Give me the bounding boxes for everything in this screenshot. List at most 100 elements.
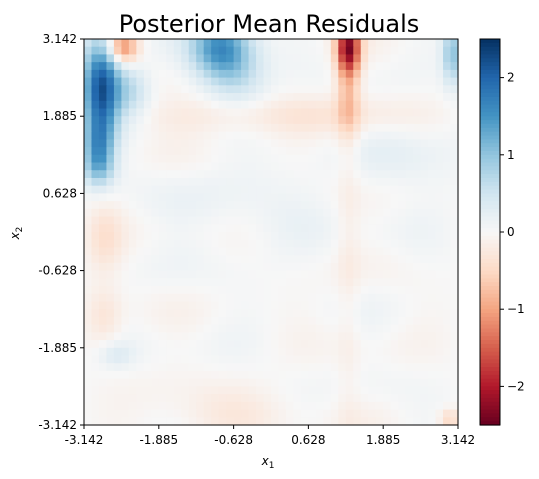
- heatmap-cell: [428, 370, 437, 380]
- heatmap-cell: [241, 39, 250, 48]
- heatmap-cell: [330, 162, 339, 171]
- heatmap-cell: [375, 409, 384, 418]
- heatmap-cell: [188, 286, 197, 295]
- heatmap-cell: [398, 286, 407, 295]
- heatmap-cell: [121, 262, 130, 272]
- heatmap-cell: [308, 247, 317, 256]
- heatmap-cell: [293, 232, 302, 241]
- heatmap-cell: [368, 270, 377, 279]
- heatmap-cell: [271, 154, 280, 164]
- heatmap-cell: [398, 93, 407, 102]
- heatmap-cell: [383, 131, 392, 140]
- heatmap-cell: [450, 108, 459, 117]
- heatmap-cell: [435, 386, 444, 395]
- heatmap-cell: [181, 332, 190, 341]
- heatmap-cell: [226, 177, 235, 187]
- heatmap-cell: [181, 177, 190, 187]
- heatmap-cell: [353, 201, 362, 210]
- heatmap-cell: [360, 116, 369, 125]
- colorbar-segment: [480, 120, 500, 125]
- heatmap-cell: [106, 62, 115, 71]
- colorbar-tick-label: −2: [507, 379, 525, 393]
- heatmap-cell: [285, 355, 295, 364]
- heatmap-cell: [158, 62, 167, 71]
- heatmap-cell: [368, 340, 377, 349]
- heatmap-cell: [353, 401, 362, 411]
- heatmap-cell: [106, 262, 115, 272]
- heatmap-cell: [435, 85, 444, 94]
- heatmap-cell: [330, 347, 339, 357]
- colorbar-segment: [480, 309, 500, 314]
- heatmap-cell: [398, 232, 407, 241]
- heatmap-cell: [203, 77, 212, 86]
- heatmap-cell: [300, 355, 309, 364]
- heatmap-cell: [285, 239, 295, 249]
- heatmap-cell: [338, 69, 347, 79]
- heatmap-cell: [353, 332, 362, 341]
- heatmap-cell: [226, 69, 235, 79]
- heatmap-cell: [435, 394, 444, 403]
- heatmap-cell: [315, 100, 324, 110]
- heatmap-cell: [248, 62, 257, 71]
- heatmap-cell: [285, 170, 295, 179]
- heatmap-cell: [338, 293, 347, 303]
- heatmap-cell: [203, 54, 212, 63]
- heatmap-cell: [241, 162, 250, 171]
- heatmap-cell: [368, 247, 377, 256]
- heatmap-cell: [218, 232, 227, 241]
- heatmap-cell: [166, 85, 175, 94]
- heatmap-cell: [136, 340, 145, 349]
- heatmap-cell: [128, 139, 137, 148]
- heatmap-cell: [113, 270, 122, 279]
- heatmap-cell: [151, 409, 160, 418]
- heatmap-cell: [143, 309, 152, 318]
- heatmap-cell: [226, 316, 235, 326]
- heatmap-cell: [113, 355, 122, 364]
- heatmap-cell: [293, 301, 302, 310]
- heatmap-cell: [263, 309, 272, 318]
- heatmap-cell: [383, 93, 392, 102]
- heatmap-cell: [136, 286, 145, 295]
- heatmap-cell: [226, 386, 235, 395]
- heatmap-cell: [263, 278, 272, 287]
- heatmap-cell: [158, 363, 167, 372]
- heatmap-cell: [256, 332, 265, 341]
- heatmap-cell: [181, 123, 190, 133]
- heatmap-cell: [323, 162, 332, 171]
- heatmap-cell: [173, 309, 182, 318]
- heatmap-cell: [390, 108, 399, 117]
- heatmap-cell: [345, 216, 354, 225]
- heatmap-cell: [173, 216, 182, 225]
- y-tick-label: 0.628: [43, 186, 77, 200]
- heatmap-cell: [323, 154, 332, 164]
- heatmap-cell: [390, 116, 399, 125]
- heatmap-cell: [128, 54, 137, 63]
- heatmap-cell: [315, 147, 324, 156]
- heatmap-cell: [241, 108, 250, 117]
- heatmap-cell: [435, 139, 444, 148]
- heatmap-cell: [128, 409, 137, 418]
- heatmap-cell: [383, 177, 392, 187]
- heatmap-cell: [308, 201, 317, 210]
- heatmap-cell: [360, 147, 369, 156]
- heatmap-cell: [360, 286, 369, 295]
- colorbar-tick-label: 0: [507, 225, 515, 239]
- heatmap-cell: [405, 216, 414, 225]
- heatmap-cell: [315, 193, 324, 202]
- heatmap-cell: [128, 185, 137, 194]
- heatmap-cell: [151, 224, 160, 233]
- heatmap-cell: [285, 286, 295, 295]
- heatmap-cell: [121, 355, 130, 364]
- heatmap-cell: [428, 77, 437, 86]
- heatmap-cell: [181, 46, 190, 56]
- heatmap-cell: [450, 262, 459, 272]
- heatmap-cell: [420, 185, 429, 194]
- heatmap-cell: [285, 185, 295, 194]
- heatmap-cell: [263, 239, 272, 249]
- heatmap-cell: [151, 239, 160, 249]
- heatmap-cell: [248, 293, 257, 303]
- heatmap-cell: [323, 85, 332, 94]
- heatmap-cell: [345, 347, 354, 357]
- heatmap-cell: [293, 309, 302, 318]
- heatmap-cell: [173, 154, 182, 164]
